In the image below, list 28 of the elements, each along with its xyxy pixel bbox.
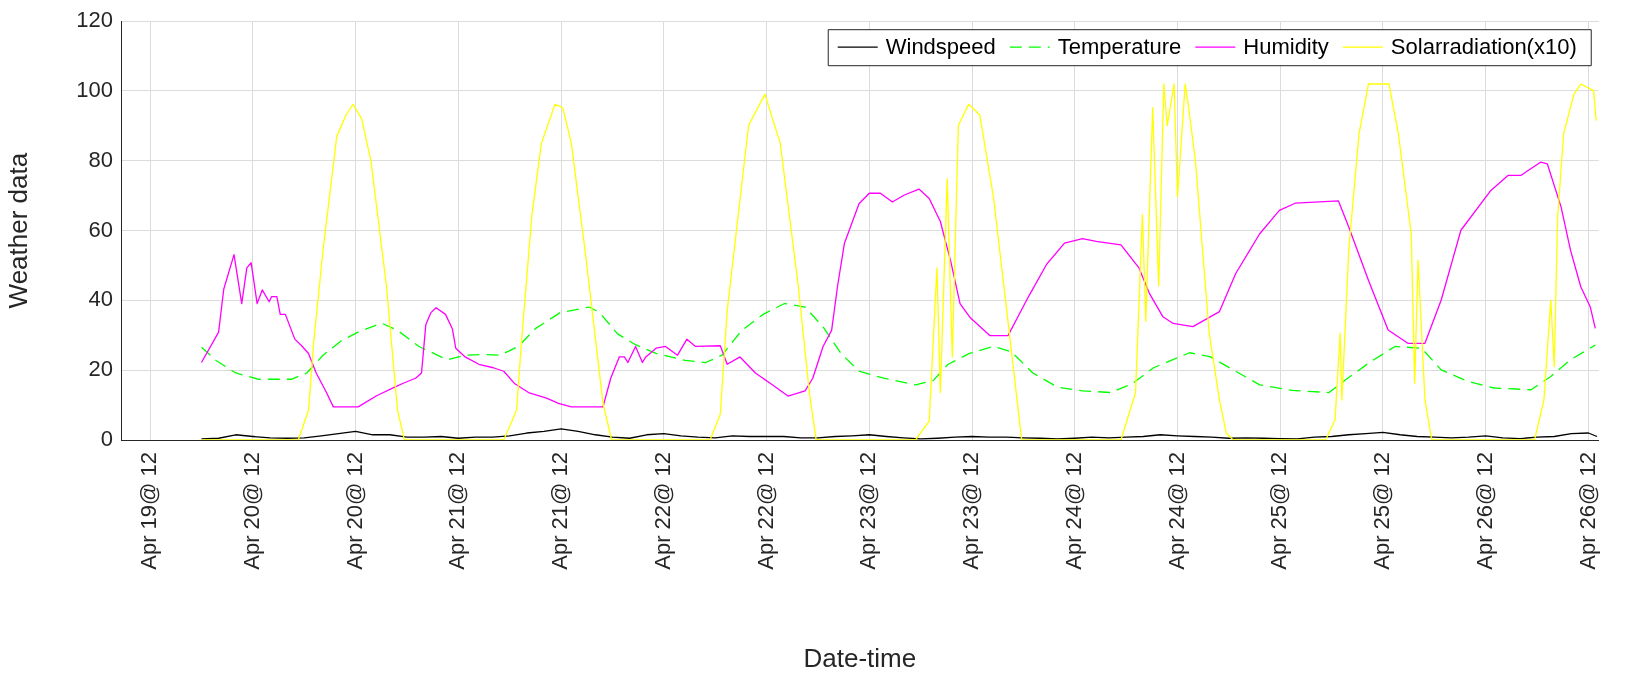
x-tick-label: Apr 24@ 12 — [1060, 452, 1086, 570]
x-tick-label: Apr 23@ 12 — [855, 452, 881, 570]
x-tick-label: Apr 20@ 12 — [341, 452, 367, 570]
x-tick-label: Apr 26@ 12 — [1471, 452, 1497, 570]
x-tick-label: Apr 26@ 12 — [1574, 452, 1600, 570]
legend-label: Solarradiation(x10) — [1390, 34, 1577, 60]
y-tick-label: 0 — [100, 426, 113, 452]
y-tick-label: 120 — [76, 7, 113, 33]
legend-label: Temperature — [1057, 34, 1182, 60]
y-tick-label: 60 — [88, 216, 113, 242]
x-tick-label: Apr 25@ 12 — [1266, 452, 1292, 570]
y-tick-label: 100 — [76, 77, 113, 103]
x-tick-label: Apr 21@ 12 — [444, 452, 470, 570]
x-tick-label: Apr 22@ 12 — [649, 452, 675, 570]
x-tick-label: Apr 23@ 12 — [958, 452, 984, 570]
y-tick-label: 80 — [88, 146, 113, 172]
x-tick-label: Apr 22@ 12 — [752, 452, 778, 570]
y-tick-label: 20 — [88, 356, 113, 382]
x-tick-label: Apr 25@ 12 — [1369, 452, 1395, 570]
x-tick-label: Apr 20@ 12 — [238, 452, 264, 570]
y-tick-label: 40 — [88, 286, 113, 312]
x-axis-title: Date-time — [803, 642, 917, 673]
x-tick-label: Apr 19@ 12 — [136, 452, 162, 570]
legend-label: Windspeed — [885, 34, 996, 60]
x-tick-label: Apr 24@ 12 — [1163, 452, 1189, 570]
legend-label: Humidity — [1243, 34, 1329, 60]
y-axis-title: Weather data — [2, 152, 33, 309]
x-tick-label: Apr 21@ 12 — [547, 452, 573, 570]
